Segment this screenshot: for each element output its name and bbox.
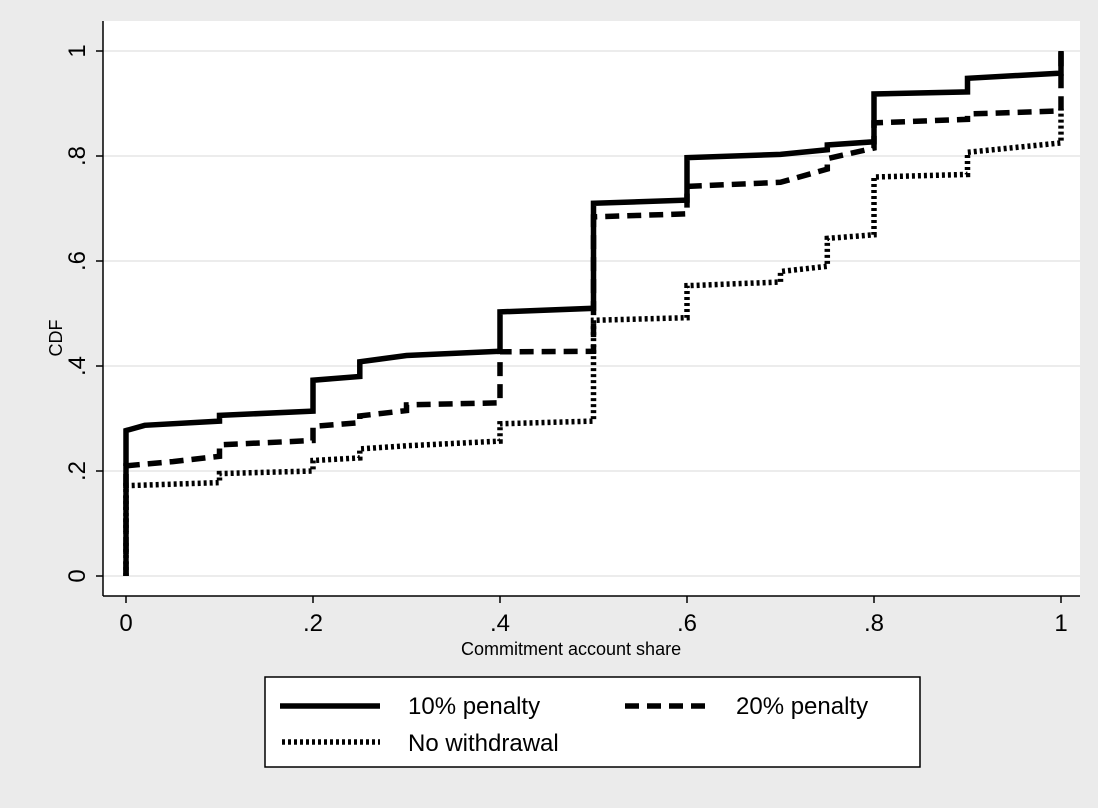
x-tick-label: .4	[490, 610, 510, 637]
y-tick-label: .8	[64, 146, 91, 166]
gridlines	[103, 50, 1080, 577]
legend-label-no-withdrawal: No withdrawal	[408, 730, 559, 757]
legend-label-10pct: 10% penalty	[408, 693, 540, 720]
y-tick-label: .2	[64, 461, 91, 481]
x-tick-label: 1	[1054, 610, 1067, 637]
x-tick-label: .6	[677, 610, 697, 637]
y-tick-label: 0	[64, 569, 91, 582]
legend-box	[264, 676, 921, 768]
y-tick-label: 1	[64, 44, 91, 57]
series-line-dashed	[123, 51, 1064, 576]
x-tick-label: .8	[864, 610, 884, 637]
x-tick-label: .2	[303, 610, 323, 637]
y-axis-label: CDF	[46, 320, 66, 357]
legend: 10% penalty 20% penalty No withdrawal	[264, 676, 921, 768]
series-line-dotted	[123, 108, 1064, 576]
y-tick-label: .6	[64, 251, 91, 271]
x-axis-label: Commitment account share	[461, 639, 681, 659]
axes	[102, 21, 1080, 597]
series-lines	[123, 51, 1064, 576]
legend-label-20pct: 20% penalty	[736, 693, 868, 720]
x-tick-label: 0	[119, 610, 132, 637]
y-tick-label: .4	[64, 356, 91, 376]
tick-marks-and-labels: 0 .2 .4 .6 .8 1 0 .2 .4 .6 .8 1	[64, 44, 1068, 637]
